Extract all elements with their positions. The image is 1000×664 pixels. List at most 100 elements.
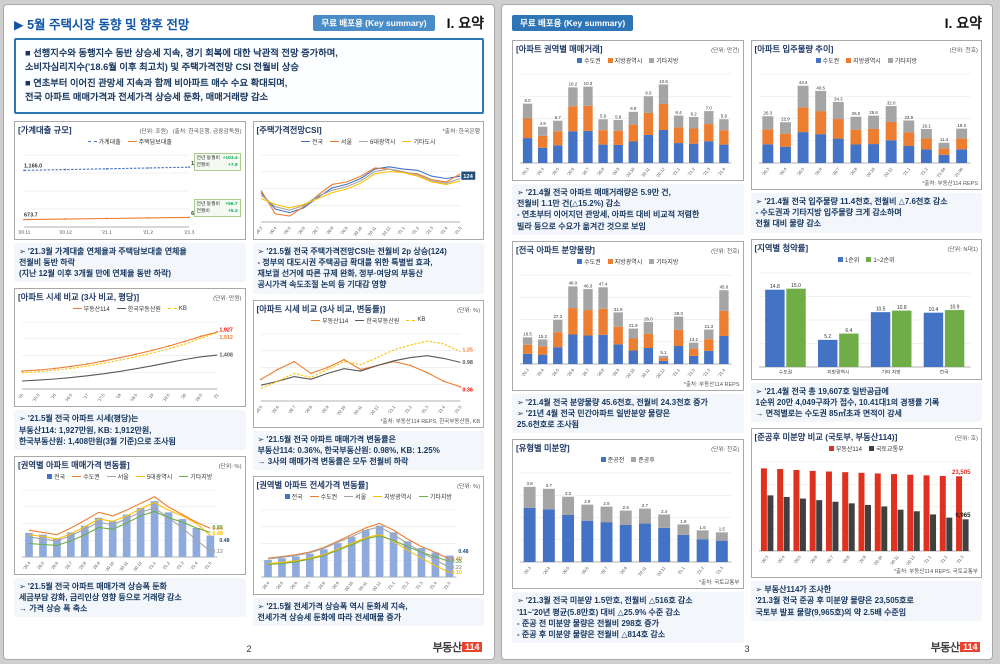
chart-legend: 부동산114 한국부동산원 KB (18, 304, 242, 313)
svg-text:1,912: 1,912 (219, 336, 233, 342)
svg-text:'20.5: '20.5 (257, 404, 264, 415)
svg-text:23.9: 23.9 (904, 115, 913, 120)
section-price-comparison: [아파트 시세 비교 (3사 비교, 평당)] (단위: 만원) 부동산114 한… (14, 288, 246, 450)
svg-text:27.3: 27.3 (553, 314, 562, 319)
svg-text:'20.5: '20.5 (795, 166, 805, 177)
svg-text:'20.12: '20.12 (132, 560, 143, 572)
section-unsold-by-type: [유형별 미분양] (단위: 천호) 준공전 준공후 3.8 3.7 3.3 2.9 2.… (512, 439, 744, 644)
svg-text:'21.3: '21.3 (955, 554, 965, 565)
svg-text:'20.4: '20.4 (542, 565, 552, 576)
svg-text:0.40: 0.40 (451, 557, 462, 563)
svg-text:14.8: 14.8 (769, 284, 779, 290)
svg-text:5.7: 5.7 (555, 115, 562, 120)
section-housing-price-csi: [주택가격전망CSI] *출처: 한국은행 전국 서울 6대광역시 기타도시 124 '… (252, 120, 484, 294)
svg-text:'21.4: '21.4 (438, 225, 448, 236)
svg-text:'20.5: '20.5 (282, 225, 292, 236)
svg-text:'21.3: '21.3 (184, 229, 195, 235)
left-column: [아파트 권역별 매매거래] (단위: 만건) 수도권 지방광역시 기타지방 8.0… (512, 40, 744, 644)
svg-text:15.2: 15.2 (538, 334, 547, 339)
svg-text:'21.3: '21.3 (175, 560, 185, 571)
svg-text:'20.6: '20.6 (808, 554, 818, 565)
svg-text:'21.1: '21.1 (671, 166, 681, 177)
svg-text:전국: 전국 (939, 368, 948, 375)
chart-legend: 전국 수도권 서울 5대광역시 기타지방 (18, 472, 242, 481)
svg-text:9.0: 9.0 (645, 91, 652, 96)
chart-legend: 1순위 1~2순위 (755, 255, 979, 264)
section-change-rate-comparison: [아파트 시세 비교 (3사 비교, 변동률)] (단위: %) 부동산114 한… (252, 299, 484, 471)
svg-text:수도권: 수도권 (778, 368, 791, 375)
svg-text:'21.2: '21.2 (400, 580, 410, 591)
svg-text:'20.11: '20.11 (640, 367, 651, 379)
chart-legend: 부동산114 한국부동산원 KB (257, 316, 481, 325)
svg-text:기타 지방: 기타 지방 (881, 368, 901, 375)
svg-text:23,505: 23,505 (951, 470, 970, 476)
svg-text:'20.11: '20.11 (640, 166, 651, 178)
svg-text:'20.11: '20.11 (888, 554, 899, 566)
unit-label: (단위: N대1) (947, 246, 979, 253)
chart-legend: 가계대출 주택담보대출 (18, 137, 242, 146)
svg-text:'21.2: '21.2 (686, 166, 696, 177)
summary-bullet: ■ 연초부터 이어진 관망세 지속과 함께 비아파트 매수 수요 확대되며, 전… (25, 77, 288, 102)
section-jeonse-price-change: [권역별 아파트 전세가격 변동률] (단위: %) 전국 수도권 서울 지방광역시 기… (252, 476, 484, 627)
svg-text:'21.3: '21.3 (715, 565, 725, 576)
svg-text:'20.3: '20.3 (520, 166, 530, 177)
svg-text:'21.4: '21.4 (428, 580, 438, 591)
comment-move-in-volume: ➢ '21.4월 전국 입주물량 11.4천호, 전월비 △7.6천호 감소 -… (750, 193, 982, 233)
svg-text:'21.4: '21.4 (436, 404, 446, 415)
move-in-volume-chart: 26.3 22.9 43.4 40.5 34.3 26.0 26.6 32.0 23.9 19.1… (755, 66, 979, 178)
svg-text:'20.10: '20.10 (625, 367, 636, 379)
page-header: 무료 배포용 (Key summary) I. 요약 (512, 13, 982, 33)
svg-text:'20.7: '20.7 (581, 166, 591, 177)
svg-text:'21.2: '21.2 (161, 560, 171, 571)
svg-text:7.0: 7.0 (706, 105, 713, 110)
svg-text:'20.6: '20.6 (566, 367, 576, 378)
svg-text:'20.8: '20.8 (316, 580, 326, 591)
svg-text:26.0: 26.0 (644, 316, 653, 321)
svg-text:'19.5: '19.5 (161, 392, 171, 403)
svg-text:'20.5: '20.5 (551, 166, 561, 177)
svg-text:48.0: 48.0 (569, 280, 578, 285)
svg-text:3.7: 3.7 (546, 484, 553, 489)
svg-text:'17: '17 (82, 392, 90, 400)
svg-text:21.3: 21.3 (704, 324, 713, 329)
svg-text:0.64: 0.64 (212, 526, 223, 532)
section-title: [아파트 시세 비교 (3사 비교, 변동률)] (256, 303, 386, 314)
svg-text:'20: '20 (180, 392, 188, 400)
svg-text:'21.1: '21.1 (676, 565, 686, 576)
unit-label: (단위: 만건) (711, 48, 740, 54)
svg-text:1.6: 1.6 (700, 525, 707, 530)
section-title: [권역별 아파트 전세가격 변동률] (256, 480, 369, 491)
presale-volume-chart: 16.5 15.2 27.3 48.0 46.3 47.4 31.9 21.9 26.0 5.1 2… (516, 267, 740, 379)
source-label: *출처: 국토교통부 (698, 580, 740, 587)
summary-box: ■ 선행지수와 동행지수 동반 상승세 지속, 경기 회복에 대한 낙관적 전망… (14, 38, 484, 114)
comment-unsold-by-type: ➢ '21.3월 전국 미분양 1.5만호, 전월비 △516호 감소 '11~… (512, 592, 744, 644)
svg-text:'20.8: '20.8 (303, 404, 313, 415)
svg-text:'20.5: '20.5 (561, 565, 571, 576)
svg-text:10.8: 10.8 (896, 305, 906, 311)
jeonse-price-change-chart: 0.48 0.40 0.22 0.10 0.35 '20.4 '20.5 '20.6 '20.7… (257, 502, 481, 592)
right-column: [주택가격전망CSI] *출처: 한국은행 전국 서울 6대광역시 기타도시 124 '… (252, 120, 484, 627)
svg-text:'20.11: '20.11 (18, 229, 31, 235)
comment-unsold-comparison: ➢ 부동산114가 조사한 '21.3월 전국 준공 후 미분양 물량은 23,… (750, 581, 982, 621)
comment-jeonse-price-change: ➢ '21.5월 전세가격 상승폭 역시 둔화세 지속, 전세가격 상승세 둔화… (252, 598, 484, 627)
svg-text:'20.6: '20.6 (270, 404, 280, 415)
svg-text:3.8: 3.8 (527, 482, 534, 487)
svg-text:6.4: 6.4 (676, 110, 683, 115)
section-title: [지역별 청약률] (754, 242, 809, 253)
unit-label: (단위: %) (457, 307, 480, 314)
svg-text:5.9: 5.9 (721, 114, 728, 119)
unit-label: (단위: 호) (954, 436, 978, 443)
svg-text:'20.12: '20.12 (656, 565, 667, 577)
svg-text:'20.4: '20.4 (776, 554, 786, 565)
comment-presale-volume: ➢ '21.4월 전국 분양물량 45.6천호, 전월비 24.3천호 증가 ➢… (512, 393, 744, 434)
unit-label: (단위: 천호) (949, 48, 978, 54)
svg-text:'20.10: '20.10 (104, 560, 115, 572)
comment-sale-price-change: ➢ '21.5월 전국 아파트 매매가격 상승폭 둔화 세금부담 강화, 금리인… (14, 577, 246, 618)
svg-text:'21.1: '21.1 (671, 367, 681, 378)
svg-text:0.98: 0.98 (462, 359, 473, 365)
svg-text:1,166.0: 1,166.0 (24, 163, 42, 169)
page-number: 2 (246, 644, 252, 654)
svg-text:'20.11: '20.11 (357, 580, 368, 592)
svg-text:2.7: 2.7 (642, 503, 649, 508)
